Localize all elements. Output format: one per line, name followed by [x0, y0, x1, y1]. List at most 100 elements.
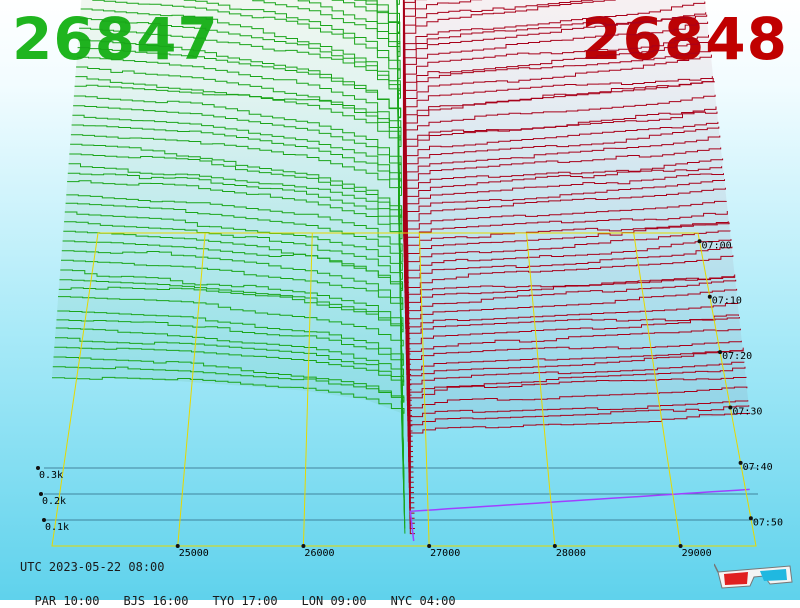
- bid-depth-line: [297, 0, 402, 319]
- bid-depth-line: [53, 356, 406, 524]
- ask-depth-line: [407, 211, 728, 411]
- bid-depth-line: [55, 327, 405, 508]
- bid-depth-line: [58, 286, 405, 488]
- ask-depth-line: [406, 173, 724, 391]
- bid-depth-line: [79, 18, 402, 344]
- time-tick-dot: [718, 350, 723, 355]
- bid-depth-line: [65, 202, 404, 442]
- ask-depth-line: [405, 94, 716, 345]
- price-tick-label: 29000: [682, 548, 712, 559]
- time-tick-dot: [748, 516, 753, 521]
- bid-depth-line: [72, 114, 403, 396]
- bid-depth-line: [70, 134, 403, 406]
- ask-depth-line: [408, 340, 742, 488]
- grid-line-price: [633, 232, 682, 547]
- ask-depth-line: [408, 328, 741, 483]
- bid-depth-line: [59, 279, 405, 483]
- ask-depth-line: [409, 386, 748, 519]
- ask-depth-line: [407, 239, 732, 432]
- ask-depth-line: [409, 412, 751, 535]
- time-tick-dot: [697, 239, 702, 244]
- bid-depth-line: [331, 0, 402, 314]
- bid-depth-line: [74, 84, 403, 380]
- bid-depth-line: [68, 163, 404, 421]
- bid-depth-line: [52, 376, 406, 534]
- ask-depth-line: [409, 400, 749, 524]
- bid-depth-line: [92, 0, 402, 334]
- price-tick-label: 25000: [179, 548, 209, 559]
- price-tick-dot: [427, 544, 432, 548]
- bid-depth-line: [62, 240, 404, 462]
- ask-depth-line: [408, 288, 738, 463]
- ask-depth-line: [404, 0, 593, 278]
- bid-depth-line: [354, 0, 401, 308]
- bid-depth-line: [80, 8, 402, 339]
- grid-lines: [51, 232, 757, 547]
- bid-depth-line: [78, 39, 402, 355]
- depth-tick-label: 0.2k: [42, 496, 66, 507]
- price-tick-label: 27000: [430, 548, 460, 559]
- ask-depth-line: [405, 76, 713, 329]
- ask-depth-line: [404, 14, 708, 299]
- ask-depth-line: [409, 376, 747, 514]
- time-tick-dot: [738, 460, 743, 465]
- ask-depth-line: [407, 230, 731, 427]
- ask-depth-line: [408, 279, 737, 458]
- city-times: PAR 10:00 BJS 16:00 TYO 17:00 LON 09:00 NYC …: [20, 580, 480, 608]
- ask-depth-line: [405, 54, 712, 324]
- bid-depth-fill: [52, 0, 404, 415]
- ask-depth-line: [407, 222, 730, 422]
- tick-labels: 0.1k 0.2k 0.3k 25000 26000 27000 28000 29000 07:…: [36, 239, 783, 559]
- ask-depth-line: [406, 147, 722, 375]
- depth-tick-label: 0.1k: [45, 522, 69, 533]
- city-time-tyo: TYO 17:00: [212, 594, 278, 608]
- bid-depth-line: [70, 143, 403, 411]
- bid-depth-line: [71, 124, 403, 401]
- ask-depth-line: [404, 21, 709, 304]
- ask-depth-line: [408, 274, 736, 452]
- bid-depth-line: [56, 319, 405, 503]
- price-tick-label: 26000: [304, 548, 334, 559]
- ask-depth-line: [405, 111, 718, 355]
- bid-depth-line: [77, 47, 402, 360]
- depth-tick-dot: [39, 492, 43, 496]
- ask-depth-line: [409, 361, 745, 504]
- ask-depth-line: [407, 275, 735, 447]
- ask-depth-line: [408, 349, 743, 494]
- ask-depth-line: [405, 51, 711, 319]
- ask-depth-line: [408, 314, 739, 473]
- ask-depth-line: [409, 347, 744, 499]
- bid-depth-line: [58, 296, 405, 493]
- time-tick-label: 07:00: [702, 240, 732, 251]
- grid-line-price: [177, 232, 206, 547]
- city-time-bjs: BJS 16:00: [123, 594, 189, 608]
- price-tick-dot: [552, 544, 557, 548]
- bid-depth-line: [55, 337, 405, 514]
- ask-depth-line: [408, 317, 740, 478]
- bid-depth-line: [76, 66, 403, 370]
- city-time-par: PAR 10:00: [34, 594, 100, 608]
- ask-depth-line: [404, 40, 710, 314]
- bid-depth-line: [64, 221, 404, 452]
- bid-depth-line: [66, 194, 404, 437]
- bid-depth-line: [73, 105, 403, 390]
- 3d-glasses-icon[interactable]: [714, 560, 794, 590]
- price-tick-dot: [175, 544, 180, 548]
- time-tick-dot: [707, 294, 712, 299]
- price-tick-label: 28000: [556, 548, 586, 559]
- ask-depth-line: [404, 1, 706, 288]
- city-time-nyc: NYC 04:00: [390, 594, 456, 608]
- bid-depth-line: [67, 172, 404, 426]
- time-tick-dot: [728, 405, 733, 410]
- bid-depth-line: [60, 269, 405, 478]
- bid-depth-line: [64, 211, 404, 447]
- city-time-lon: LON 09:00: [301, 594, 367, 608]
- ask-depth-line: [407, 221, 729, 417]
- ask-depth-line: [409, 405, 750, 529]
- bid-depth-line: [69, 153, 404, 416]
- bid-depth-line: [73, 95, 403, 385]
- ask-depth-line: [406, 126, 720, 365]
- price-tick-dot: [678, 544, 683, 548]
- bid-depth-line: [79, 27, 402, 349]
